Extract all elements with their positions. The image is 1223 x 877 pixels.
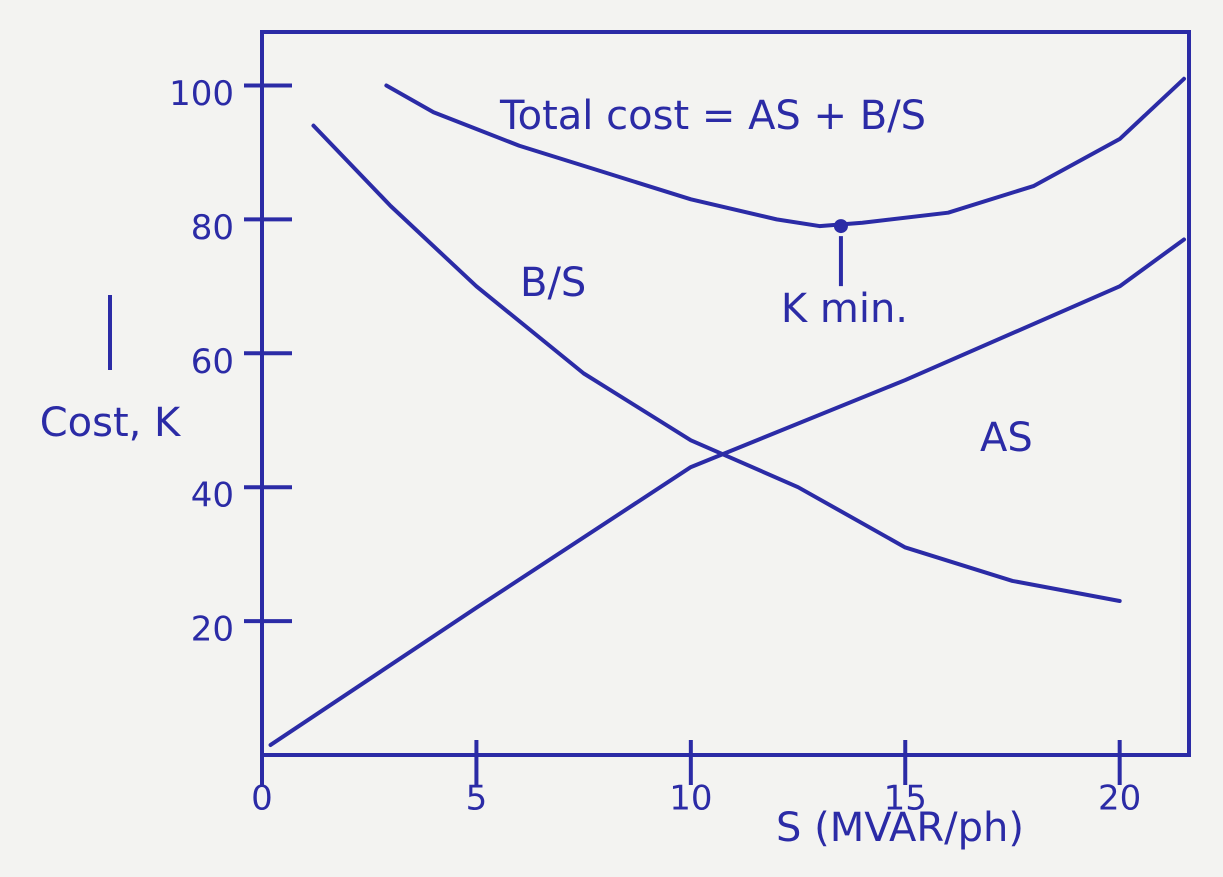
series-label: Total cost = AS + B/S (499, 93, 926, 139)
y-tick-label: 60 (191, 342, 234, 382)
y-tick-label: 40 (191, 476, 234, 516)
y-axis-label: Cost, K (40, 400, 182, 446)
line-series (271, 239, 1184, 744)
chart: 2040608010005101520Cost, KS (MVAR/ph)Tot… (0, 0, 1223, 877)
x-tick-label: 20 (1098, 779, 1141, 819)
x-tick-label: 0 (251, 779, 273, 819)
plot-frame (262, 32, 1189, 755)
y-tick-label: 20 (191, 610, 234, 650)
y-tick-label: 80 (191, 208, 234, 248)
series-label: B/S (520, 260, 586, 306)
annotation-text: K min. (781, 286, 908, 332)
x-tick-label: 5 (466, 779, 488, 819)
y-tick-label: 100 (169, 74, 234, 114)
x-tick-label: 10 (669, 779, 712, 819)
series-label: AS (980, 415, 1033, 461)
annotation-point (834, 219, 848, 233)
x-axis-label: S (MVAR/ph) (776, 805, 1024, 851)
